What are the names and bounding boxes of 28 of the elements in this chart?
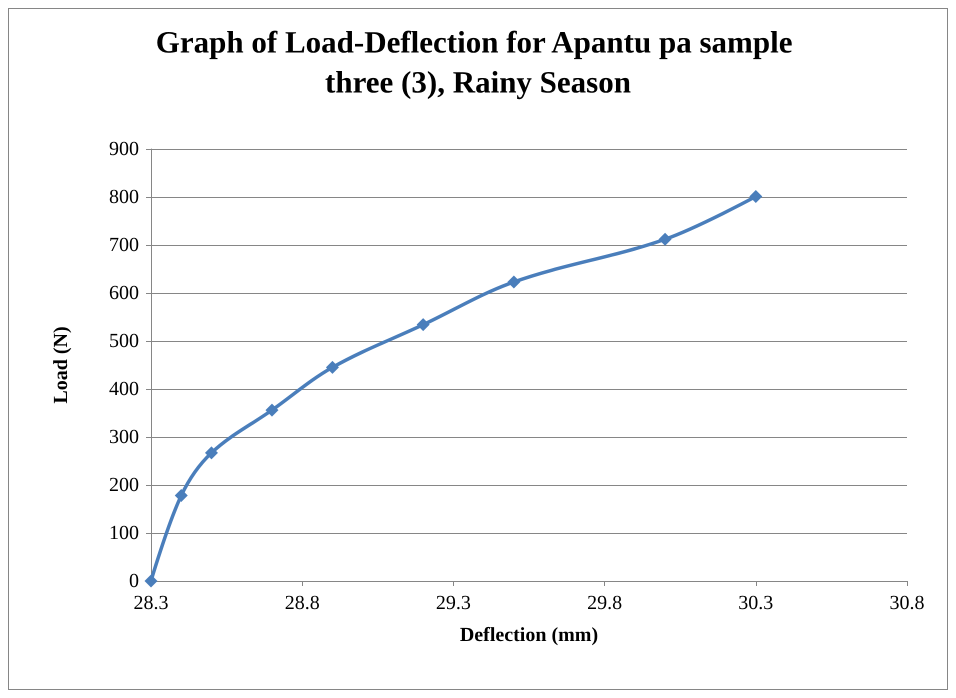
point [749,190,762,204]
x-tick-label: 29.3 [436,592,471,614]
y-tick-label: 300 [109,426,139,448]
point [174,489,188,502]
point [144,574,158,588]
x-tick-label: 29.8 [587,592,622,614]
point [416,318,430,332]
y-tick-label: 0 [129,570,139,592]
point [204,446,218,460]
y-tick-label: 500 [109,330,139,352]
y-tick-label: 100 [109,522,139,544]
y-tick-label: 900 [109,138,139,160]
y-tick-label: 700 [109,234,139,256]
x-axis-title: Deflection (mm) [460,624,598,646]
y-tick-label: 400 [109,378,139,400]
x-tick-label: 30.8 [890,592,924,614]
point [265,404,278,417]
point [326,360,339,374]
y-tick-label: 800 [109,186,139,208]
y-tick-label: 200 [109,474,139,496]
x-tick-label: 28.3 [134,592,168,614]
point [658,232,672,246]
x-tick-label: 28.8 [284,592,320,614]
x-tick-label: 30.3 [738,592,774,614]
point [507,275,520,288]
y-tick-label: 600 [109,282,139,304]
y-axis-title: Load (N) [50,326,72,404]
chart-title: Graph of Load-Deflection for Apantu pa sample three (3), Rainy Season [156,24,800,100]
